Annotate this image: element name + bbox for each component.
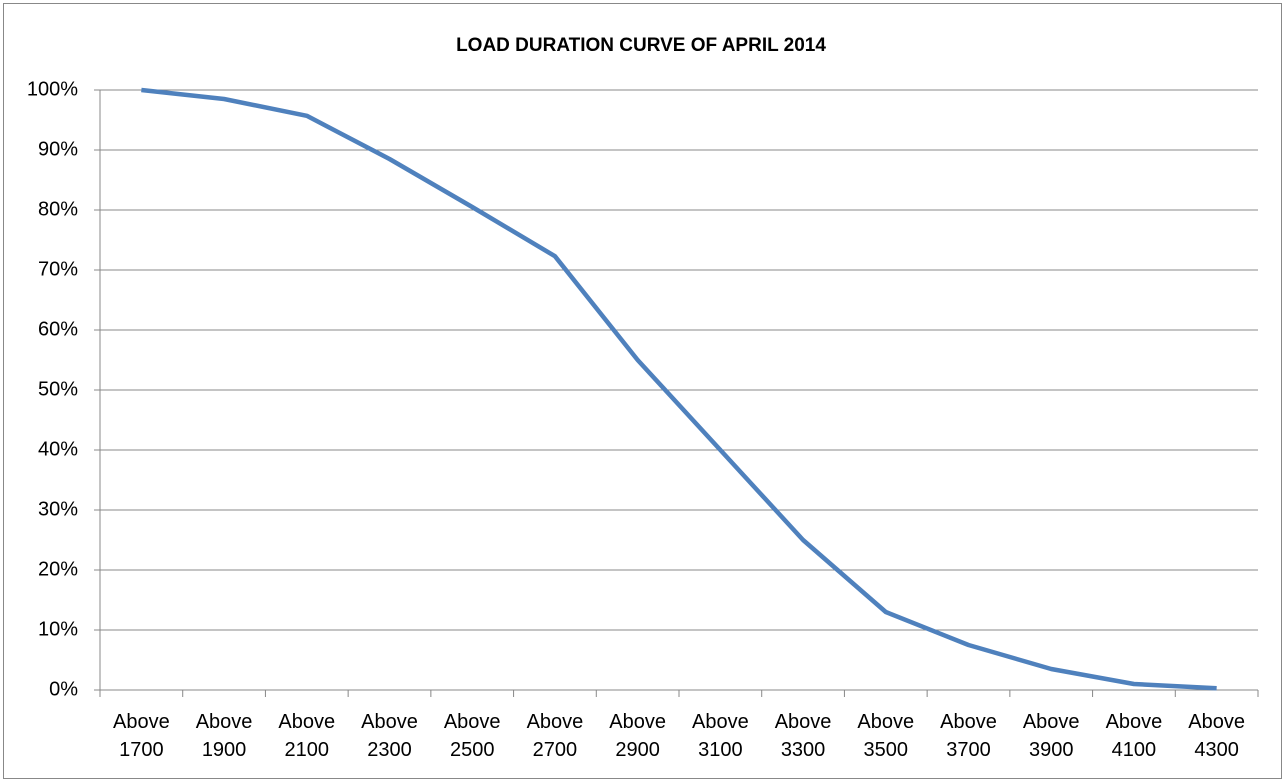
- y-tick-label: 10%: [38, 618, 78, 640]
- x-tick-label: Above 1700: [112, 711, 170, 761]
- x-tick-label: Above 2900: [609, 711, 666, 761]
- x-tick-label: Above 4100: [1105, 711, 1163, 761]
- x-tick-label: Above 3700: [940, 711, 997, 761]
- line-series: [141, 87, 1217, 691]
- y-tick-label: 50%: [38, 378, 78, 400]
- x-tick-label: Above 2700: [526, 711, 584, 761]
- chart-title: LOAD DURATION CURVE OF APRIL 2014: [456, 35, 826, 56]
- y-tick-label: 40%: [38, 438, 78, 460]
- y-tick-label: 70%: [38, 258, 78, 280]
- x-tick-label: Above 3900: [1022, 711, 1080, 761]
- y-tick-label: 20%: [38, 558, 78, 580]
- x-tick-label: Above 1900: [195, 711, 253, 761]
- x-tick-label: Above 2100: [278, 711, 336, 761]
- x-tick-label: Above 3100: [691, 711, 749, 761]
- y-tick-label: 0%: [49, 678, 78, 700]
- y-tick-label: 90%: [38, 138, 78, 160]
- x-tick-label: Above 3300: [774, 711, 832, 761]
- x-tick-label: Above 3500: [857, 711, 915, 761]
- x-tick-label: Above 2300: [361, 711, 418, 761]
- x-tick-label: Above 2500: [443, 711, 501, 761]
- y-tick-label: 60%: [38, 318, 78, 340]
- y-tick-label: 30%: [38, 498, 78, 520]
- x-tick-label: Above 4300: [1188, 711, 1245, 761]
- y-tick-label: 100%: [27, 78, 78, 100]
- y-tick-label: 80%: [38, 198, 78, 220]
- chart-frame: [3, 3, 1282, 779]
